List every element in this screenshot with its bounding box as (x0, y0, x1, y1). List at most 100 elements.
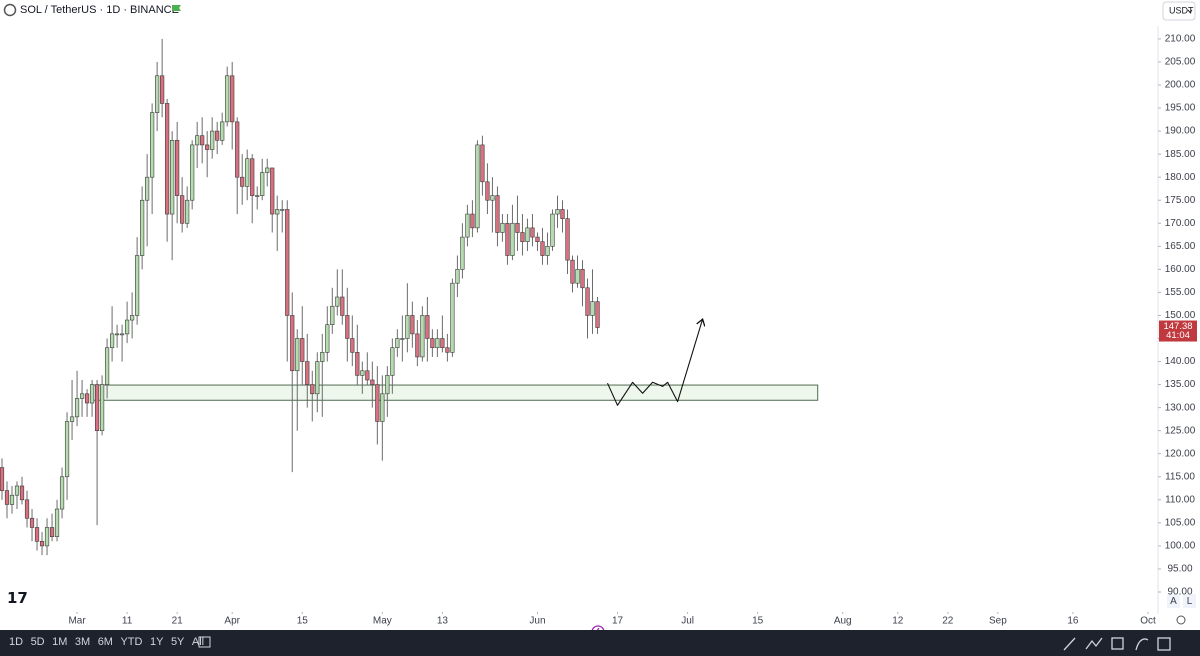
candle-body (9, 494, 15, 505)
candle-body (335, 296, 340, 307)
candle-body (510, 222, 515, 256)
candle-body (255, 195, 260, 197)
candle-body (350, 338, 355, 353)
candle-body (190, 144, 195, 201)
candle-body (320, 352, 325, 362)
candle-body (230, 75, 235, 123)
candle-body (59, 476, 65, 510)
candle-body (460, 236, 465, 270)
trend-line-tool[interactable] (1063, 637, 1076, 651)
candle-body (104, 347, 110, 385)
last-price-tag (1159, 320, 1197, 342)
candle-body (235, 121, 240, 178)
candle-body (370, 379, 375, 385)
candle-body (240, 176, 245, 187)
log-scale-button[interactable] (1183, 594, 1196, 608)
candle-body (495, 195, 500, 233)
y-tick-label: 165.00 (1165, 241, 1196, 252)
y-tick-label: 105.00 (1165, 518, 1196, 529)
candle-body (160, 75, 165, 104)
candle-body (540, 241, 545, 256)
x-tick-label: 15 (297, 616, 309, 627)
interval-buttons: 1D 5D 1M 3M 6M YTD 1Y 5Y All (9, 636, 204, 648)
rectangle-tool[interactable] (1111, 637, 1124, 650)
candle-body (300, 338, 305, 362)
x-tick-label: Jul (681, 616, 694, 627)
candle-body (260, 172, 265, 196)
interval-button[interactable]: 5Y (171, 636, 185, 648)
y-tick-label: 190.00 (1165, 126, 1196, 137)
interval-button[interactable]: 3M (75, 636, 90, 648)
candle-body (220, 121, 225, 141)
x-tick-label: 12 (892, 616, 904, 627)
settings-icon[interactable] (1176, 615, 1186, 625)
candle-body (450, 282, 455, 353)
projection-sketch[interactable] (606, 319, 703, 406)
x-tick-label: 15 (752, 616, 764, 627)
candle-body (270, 167, 275, 215)
y-tick-label: 125.00 (1165, 425, 1196, 436)
candle-body (520, 232, 525, 243)
candle-body (135, 255, 140, 316)
candle-body (480, 144, 485, 183)
y-tick-label: 210.00 (1165, 34, 1196, 45)
candle-body (205, 144, 210, 150)
y-tick-label: 180.00 (1165, 172, 1196, 183)
candle-body (180, 195, 185, 224)
brush-tool[interactable] (1135, 638, 1149, 651)
date-range-icon[interactable] (198, 636, 211, 648)
auto-scale-label: A (1170, 596, 1177, 607)
interval-button[interactable]: All (192, 636, 204, 648)
candle-body (84, 393, 90, 404)
candle-body (545, 246, 550, 256)
candle-body (175, 140, 180, 196)
candle-body (535, 236, 540, 243)
y-tick-label: 130.00 (1165, 402, 1196, 413)
candle-body (415, 333, 420, 358)
candle-body (215, 130, 220, 141)
auto-scale-button[interactable] (1167, 594, 1180, 608)
candle-body (195, 135, 200, 146)
text-tool[interactable] (1157, 637, 1171, 651)
x-tick-label: 13 (437, 616, 449, 627)
candle-body (305, 361, 310, 385)
candle-body (94, 384, 100, 431)
interval-button[interactable]: YTD (120, 636, 142, 648)
candle-body (120, 333, 125, 336)
candle-body (585, 287, 590, 316)
candle-body (400, 338, 405, 340)
support-zone[interactable] (91, 384, 819, 401)
candle-body (380, 393, 385, 422)
candle-body (130, 315, 135, 321)
candle-body (295, 338, 300, 372)
path-tool[interactable] (1085, 637, 1103, 650)
interval-button[interactable]: 6M (98, 636, 113, 648)
candle-body (365, 370, 370, 381)
candle-body (390, 347, 395, 376)
candle-body (525, 227, 530, 243)
candle-body (140, 199, 145, 256)
interval-button[interactable]: 5D (31, 636, 45, 648)
candle-body (565, 218, 570, 261)
candle-body (325, 324, 330, 353)
candle-body (490, 195, 495, 201)
y-tick-label: 135.00 (1165, 379, 1196, 390)
flag-icon[interactable] (172, 5, 181, 11)
candle-body (69, 416, 75, 422)
interval-button[interactable]: 1D (9, 636, 23, 648)
interval-button[interactable]: 1Y (150, 636, 164, 648)
candle-body (290, 315, 295, 372)
x-tick-label: Apr (224, 616, 240, 627)
x-tick-label: 11 (122, 616, 133, 627)
candle-body (245, 158, 250, 187)
candle-body (555, 209, 560, 215)
currency-button[interactable] (1162, 1, 1196, 21)
candle-body (54, 508, 60, 537)
interval-button[interactable]: 1M (52, 636, 67, 648)
candle-body (330, 305, 335, 325)
candle-body (250, 158, 255, 196)
candle-body (430, 338, 435, 349)
y-tick-label: 200.00 (1165, 80, 1196, 91)
candle-body (375, 384, 380, 422)
